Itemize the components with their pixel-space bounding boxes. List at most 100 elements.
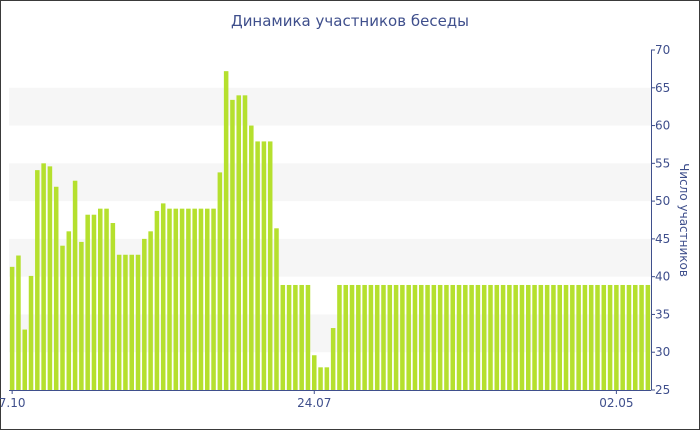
y-tick-label: 30 — [655, 345, 670, 359]
axes — [9, 50, 652, 391]
bar — [35, 170, 40, 390]
bar — [236, 95, 241, 390]
bar — [249, 125, 254, 390]
grid-band — [9, 87, 651, 126]
bar — [129, 254, 134, 390]
bar — [324, 367, 330, 390]
bar — [318, 367, 323, 390]
y-tick-label: 45 — [655, 232, 670, 246]
bar — [532, 284, 537, 390]
bar — [53, 186, 59, 390]
bar — [72, 180, 78, 390]
bar — [626, 284, 632, 390]
bar — [148, 231, 153, 390]
bar — [607, 284, 613, 390]
bar — [242, 95, 248, 390]
bar — [582, 284, 588, 390]
bar — [192, 208, 197, 390]
bar — [305, 284, 311, 390]
bar — [381, 284, 386, 390]
bar — [588, 284, 594, 390]
y-tick-labels: 25 30 35 40 45 50 55 60 65 70 — [651, 43, 670, 397]
bar — [633, 284, 638, 390]
bar — [28, 275, 34, 390]
bar — [595, 284, 600, 390]
grid-band — [9, 314, 651, 353]
bar — [60, 245, 65, 390]
bar — [450, 284, 455, 390]
bar — [444, 284, 449, 390]
bar — [437, 284, 443, 390]
y-tick-label: 40 — [655, 270, 670, 284]
bar — [519, 284, 525, 390]
bar — [463, 284, 468, 390]
bar — [500, 284, 506, 390]
bar — [9, 266, 15, 390]
bar — [167, 208, 172, 390]
bar — [481, 284, 487, 390]
bar — [16, 255, 21, 390]
bar — [356, 284, 361, 390]
bar — [85, 214, 90, 390]
bar — [425, 284, 430, 390]
bar — [186, 208, 191, 390]
bar — [274, 228, 279, 390]
bar — [639, 284, 644, 390]
chart-title: Динамика участников беседы — [230, 12, 470, 30]
bar — [123, 254, 128, 390]
bar — [362, 284, 367, 390]
bar — [142, 238, 147, 390]
bar — [211, 208, 216, 390]
bar — [576, 284, 581, 390]
bar — [255, 141, 260, 390]
bar — [261, 141, 267, 390]
bar — [494, 284, 500, 390]
bar — [513, 284, 518, 390]
bar — [614, 284, 619, 390]
bar — [469, 284, 474, 390]
bar — [620, 284, 625, 390]
y-tick-label: 50 — [655, 194, 670, 208]
bar — [601, 284, 607, 390]
y-tick-label: 55 — [655, 156, 670, 170]
bar — [400, 284, 405, 390]
bar — [160, 203, 166, 390]
bar — [368, 284, 374, 390]
bar — [419, 284, 424, 390]
bar — [557, 284, 562, 390]
bar — [116, 254, 122, 390]
y-tick-label: 70 — [655, 43, 670, 57]
bar — [205, 208, 210, 390]
bar — [104, 208, 109, 390]
bar — [312, 355, 317, 390]
bar — [645, 284, 651, 390]
bar — [217, 172, 223, 390]
bar — [456, 284, 462, 390]
grid-bands — [9, 87, 651, 353]
bar — [173, 208, 179, 390]
bar — [299, 284, 304, 390]
grid-band — [9, 238, 651, 277]
bar — [47, 166, 53, 390]
x-tick-label: 02.05 — [599, 396, 633, 410]
bar — [280, 284, 286, 390]
bar — [349, 284, 355, 390]
y-tick-label: 25 — [655, 383, 670, 397]
bar — [330, 328, 336, 390]
bar — [22, 329, 27, 390]
bar — [393, 284, 399, 390]
bar — [198, 208, 204, 390]
y-tick-label: 65 — [655, 81, 670, 95]
y-tick-label: 60 — [655, 119, 670, 133]
bar — [66, 231, 72, 390]
bar — [431, 284, 437, 390]
bar — [544, 284, 550, 390]
x-tick-label: 24.07 — [297, 396, 331, 410]
y-axis-label: Число участников — [677, 163, 691, 277]
bar — [406, 284, 411, 390]
bar — [507, 284, 512, 390]
bar — [538, 284, 544, 390]
bar — [374, 284, 380, 390]
bar — [230, 99, 235, 391]
